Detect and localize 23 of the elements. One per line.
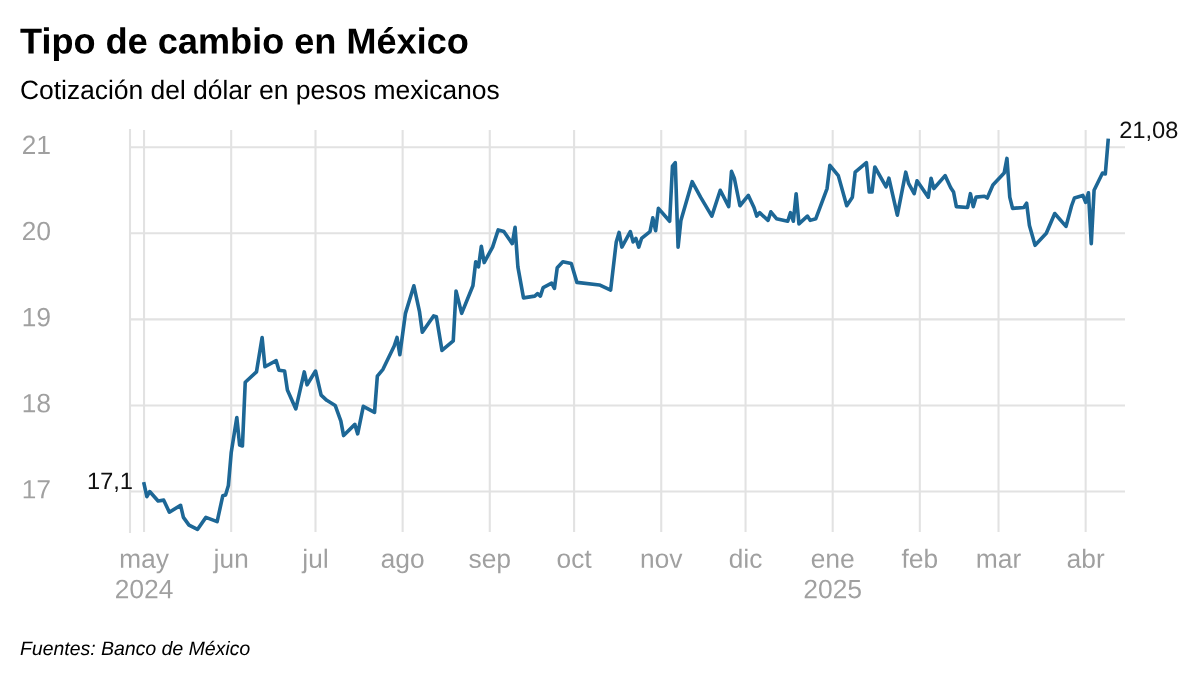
x-tick-label: jun xyxy=(212,548,248,574)
annotation: 17,1 xyxy=(88,472,132,493)
x-tick-label: feb xyxy=(901,548,938,569)
y-tick-label: 21 xyxy=(22,135,50,155)
y-tick-label: 19 xyxy=(23,307,50,327)
annotation: 21,08 xyxy=(1120,121,1178,142)
x-tick-label: ene 2025 xyxy=(804,553,861,599)
x-tick-label: dic xyxy=(729,548,762,569)
x-tick-label: nov xyxy=(641,553,683,569)
line-series xyxy=(142,138,1110,532)
x-tick-label: oct xyxy=(557,550,592,569)
y-tick-label: 18 xyxy=(23,393,50,413)
x-tick-label: abr xyxy=(1067,548,1105,569)
y-tick-label: 20 xyxy=(22,221,50,241)
y-tick-label: 17 xyxy=(23,480,50,499)
x-tick-label: may 2024 xyxy=(116,553,173,599)
x-tick-label: mar xyxy=(977,553,1021,569)
x-tick-label: jul xyxy=(301,548,327,574)
chart-title: Tipo de cambio en México xyxy=(20,27,468,61)
x-tick-label: sep xyxy=(469,553,510,574)
chart-subtitle: Cotización del dólar en pesos mexicanos xyxy=(21,79,499,105)
x-tick-label: ago xyxy=(381,553,424,574)
source-note: Fuentes: Banco de México xyxy=(20,640,250,656)
